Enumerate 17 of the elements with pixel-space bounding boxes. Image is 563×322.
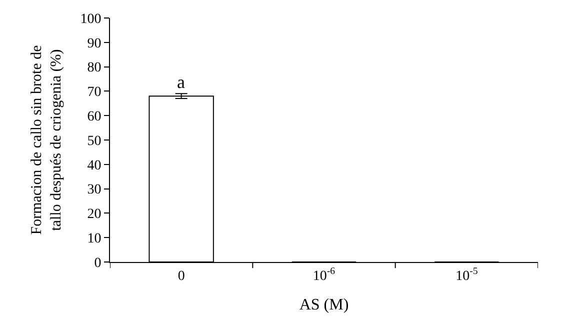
y-tick-label: 0: [94, 256, 102, 271]
y-tick-label: 80: [87, 60, 102, 76]
y-tick-label: 50: [87, 134, 102, 149]
y-axis-title: Formacion de callo sin brote de tallo después de criogenia (%): [28, 44, 64, 235]
y-tick-label: 40: [87, 158, 102, 174]
x-axis-title: AS (M): [299, 296, 349, 314]
y-tick-label: 90: [87, 36, 102, 52]
x-tick-label: 0: [178, 268, 185, 284]
y-tick-label: 60: [87, 110, 102, 124]
y-tick-label: 70: [87, 85, 102, 100]
x-tick-label: 10$^{-6}$: [312, 266, 336, 284]
y-tick-label: 20: [87, 207, 102, 222]
y-tick-label: 100: [80, 12, 102, 27]
annotation: a: [177, 72, 185, 92]
y-tick-label: 30: [87, 182, 102, 198]
y-tick-label: 10: [87, 232, 102, 246]
x-tick-label: 10$^{-5}$: [456, 266, 478, 284]
